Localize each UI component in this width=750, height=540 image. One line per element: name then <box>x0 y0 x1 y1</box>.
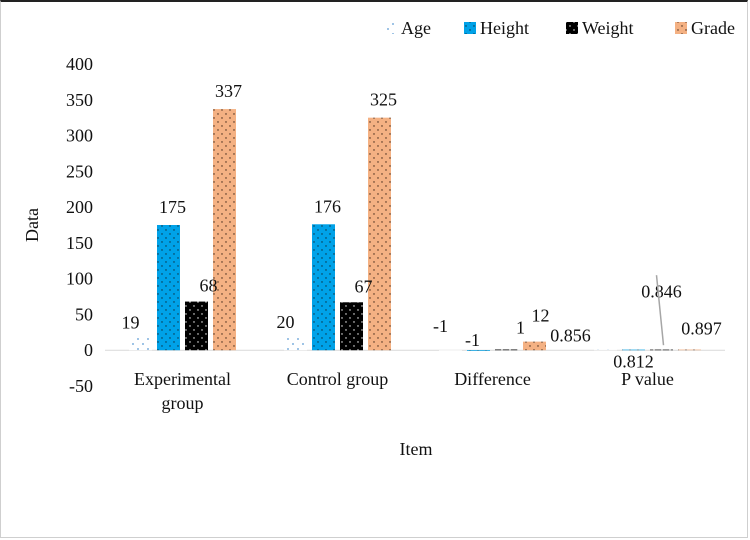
bar-age <box>284 335 307 351</box>
y-tick-label: 400 <box>66 54 93 74</box>
x-tick-label: Difference <box>454 369 531 389</box>
data-label-height: 175 <box>159 197 186 217</box>
bar-age <box>439 350 462 351</box>
data-label-age: 0.856 <box>550 326 591 346</box>
bar-age <box>129 336 152 351</box>
x-tick-label: P value <box>621 369 674 389</box>
y-tick-label: 150 <box>66 233 93 253</box>
bar-grade <box>678 349 701 351</box>
legend-label-grade: Grade <box>691 18 735 38</box>
bar-grade <box>213 109 236 351</box>
legend-swatch-height <box>464 22 476 34</box>
bar-grade <box>523 341 546 351</box>
y-tick-label: 300 <box>66 126 93 146</box>
x-tick-label: Control group <box>287 369 389 389</box>
y-tick-label: 0 <box>84 340 93 360</box>
data-label-height: 176 <box>314 196 341 216</box>
data-label-grade: 0.897 <box>681 319 722 339</box>
x-axis: Experimental group Control group Difference… <box>134 369 674 413</box>
bar-age <box>594 349 617 351</box>
bar-height <box>467 350 490 351</box>
legend-swatch-grade <box>675 22 687 34</box>
label-leader-line <box>655 275 665 346</box>
legend-label-weight: Weight <box>582 18 634 38</box>
bar-height <box>622 349 645 351</box>
legend-label-height: Height <box>480 18 529 38</box>
legend: Age Height Weight Grade <box>385 18 735 38</box>
bar-height <box>312 224 335 351</box>
bars <box>129 109 701 351</box>
y-tick-label: 250 <box>66 161 93 181</box>
y-tick-label: 50 <box>75 304 93 324</box>
y-tick-label: 100 <box>66 269 93 289</box>
bar-weight <box>495 349 518 351</box>
data-label-grade: 337 <box>215 81 242 101</box>
y-tick-label: -50 <box>69 376 93 396</box>
data-label-grade: 12 <box>532 306 550 326</box>
legend-swatch-age <box>385 22 397 34</box>
data-label-age: 20 <box>277 312 295 332</box>
y-tick-label: 200 <box>66 197 93 217</box>
bar-weight <box>340 302 363 351</box>
data-label-weight: 67 <box>355 276 373 296</box>
bar-height <box>157 225 180 351</box>
data-label-age: 19 <box>122 313 140 333</box>
data-label-height: 0.812 <box>613 352 654 372</box>
x-axis-title: Item <box>400 439 433 459</box>
bar-weight <box>650 349 673 351</box>
bar-weight <box>185 301 208 351</box>
data-label-weight: 0.846 <box>641 282 682 302</box>
x-tick-label: Experimental group <box>134 369 231 413</box>
data-label-weight: 1 <box>516 318 525 338</box>
data-label-height: -1 <box>465 330 480 350</box>
data-labels: 19 175 68 337 20 176 67 325 -1 -1 1 120.856 0.812 0.8… <box>122 81 722 372</box>
data-label-grade: 325 <box>370 90 397 110</box>
legend-swatch-weight <box>566 22 578 34</box>
data-label-age: -1 <box>433 316 448 336</box>
y-tick-label: 350 <box>66 90 93 110</box>
legend-label-age: Age <box>401 18 431 38</box>
y-axis-title: Data <box>22 208 42 242</box>
y-axis: -50 0 50 100 150 200 250 300 350 400 <box>66 54 725 396</box>
data-label-weight: 68 <box>200 276 218 296</box>
bar-grade <box>368 117 391 351</box>
